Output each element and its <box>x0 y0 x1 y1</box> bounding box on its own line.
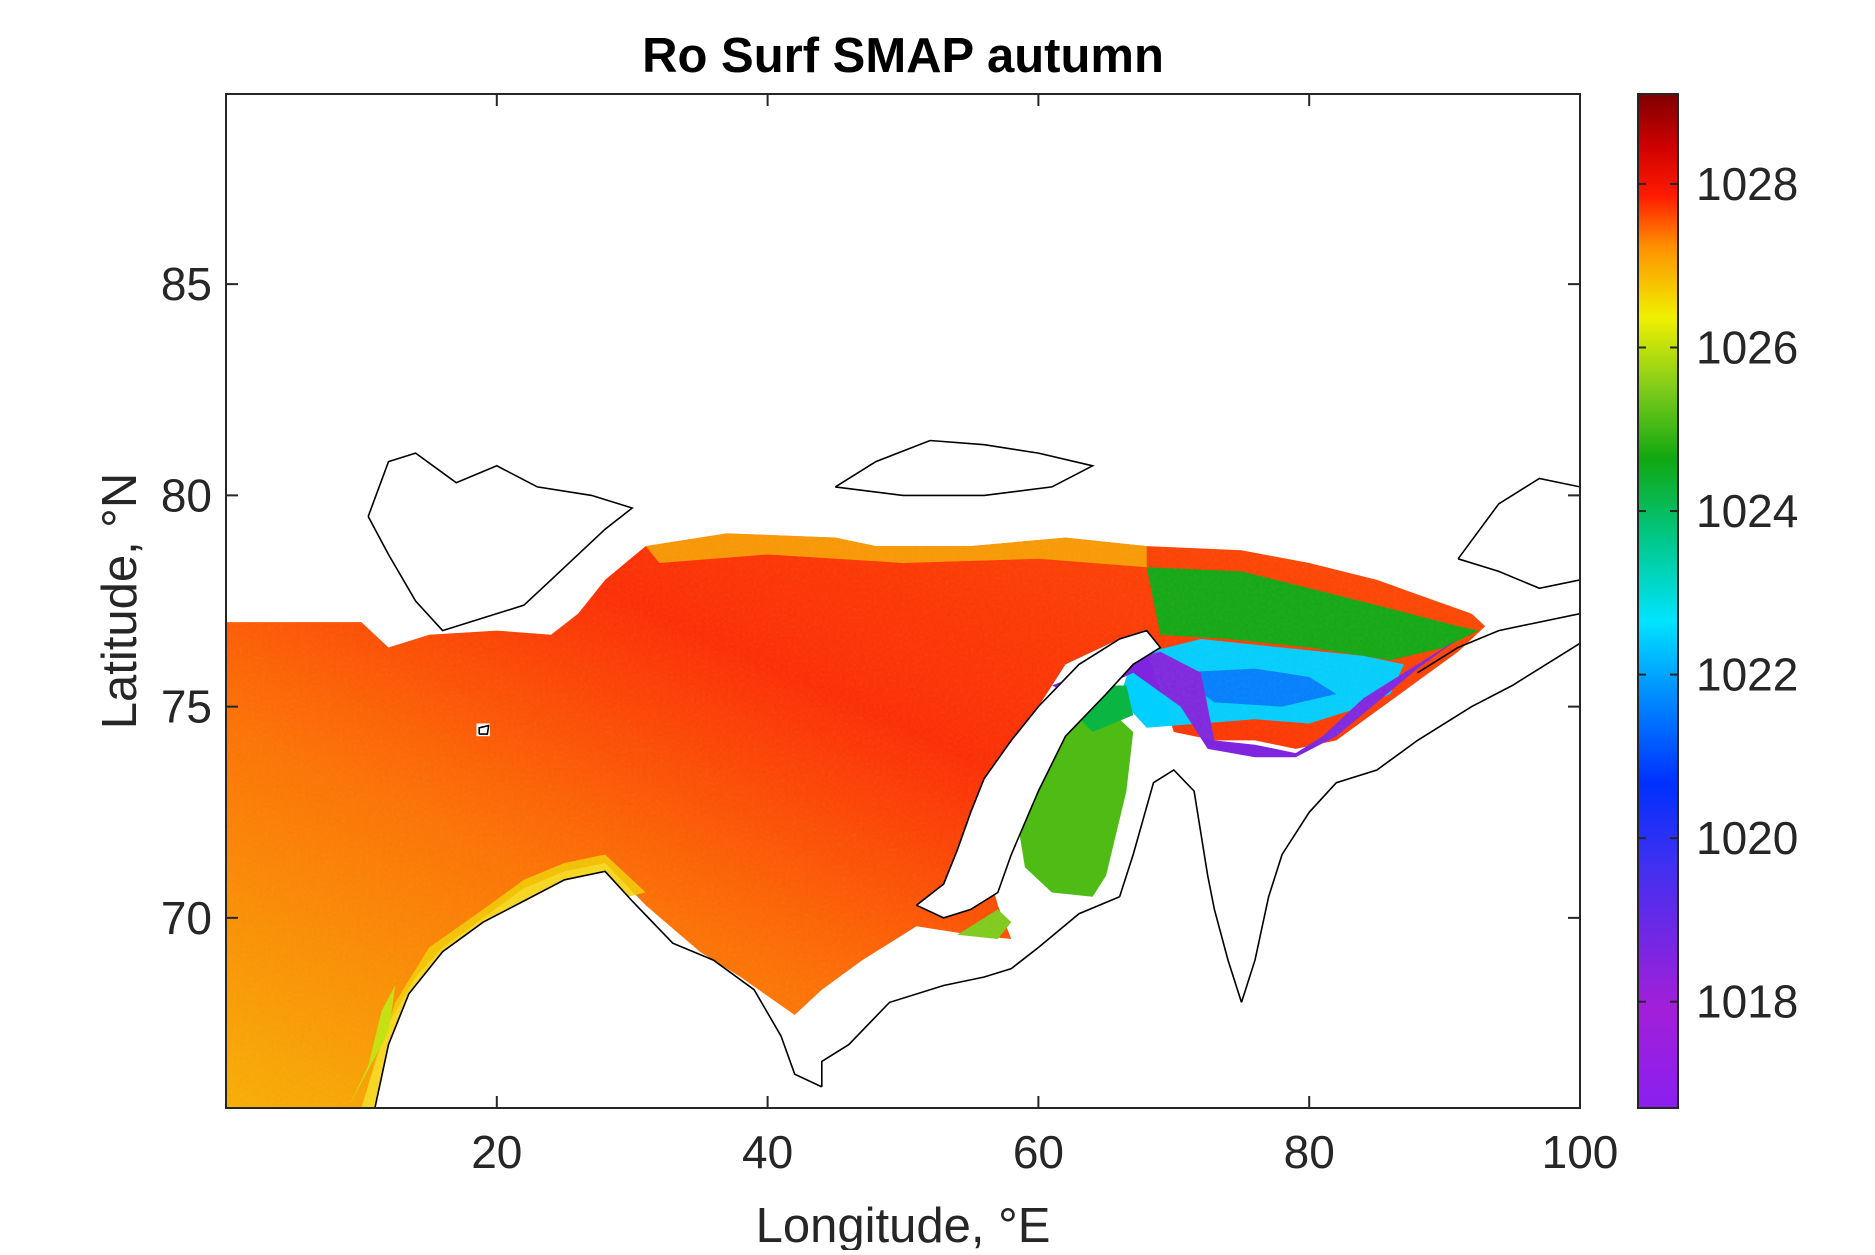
x-ticks: 20 40 60 80 100 <box>471 94 1618 1178</box>
axes-frame <box>225 93 1581 1109</box>
x-tick-label: 60 <box>1013 1126 1064 1178</box>
land-mask <box>821 643 1580 1108</box>
coastline <box>916 629 1162 919</box>
x-axis-label: Longitude, °E <box>756 1199 1051 1250</box>
coastline <box>1118 768 1243 1003</box>
coastline <box>1240 642 1580 1003</box>
coastline <box>1417 612 1580 674</box>
y-axis-label: Latitude, °N <box>93 473 147 730</box>
colorbar-tick-label: 1022 <box>1696 649 1798 701</box>
field-texture <box>226 533 1486 1108</box>
coastline <box>834 439 1095 497</box>
chart-title: Ro Surf SMAP autumn <box>642 29 1164 83</box>
x-tick-label: 100 <box>1542 1126 1619 1178</box>
colorbar-tick-label: 1024 <box>1696 485 1798 537</box>
coastline <box>821 896 1120 1087</box>
land-mask <box>374 871 822 1108</box>
colorbar-ticks: 1018 1020 1022 1024 1026 1028 <box>1638 158 1798 1028</box>
colorbar-tick-label: 1018 <box>1696 976 1798 1028</box>
land-mask <box>916 630 1161 918</box>
y-tick-label: 75 <box>161 681 212 733</box>
y-tick-label: 85 <box>161 258 212 310</box>
coastline <box>374 870 823 1108</box>
coastline <box>1457 477 1580 590</box>
colorbar <box>1637 93 1679 1109</box>
x-tick-label: 20 <box>471 1126 522 1178</box>
y-tick-label: 70 <box>161 892 212 944</box>
x-tick-label: 80 <box>1284 1126 1335 1178</box>
colorbar-tick-label: 1026 <box>1696 322 1798 374</box>
land-mask <box>1119 770 1215 927</box>
colorbar-tick-label: 1028 <box>1696 158 1798 210</box>
density-field <box>226 533 1580 1108</box>
y-ticks: 70 75 80 85 <box>161 258 1580 944</box>
y-tick-label: 80 <box>161 469 212 521</box>
coastlines <box>367 439 1580 1108</box>
coastline <box>478 724 490 735</box>
coastline <box>367 452 634 632</box>
x-tick-label: 40 <box>742 1126 793 1178</box>
colorbar-tick-label: 1020 <box>1696 812 1798 864</box>
